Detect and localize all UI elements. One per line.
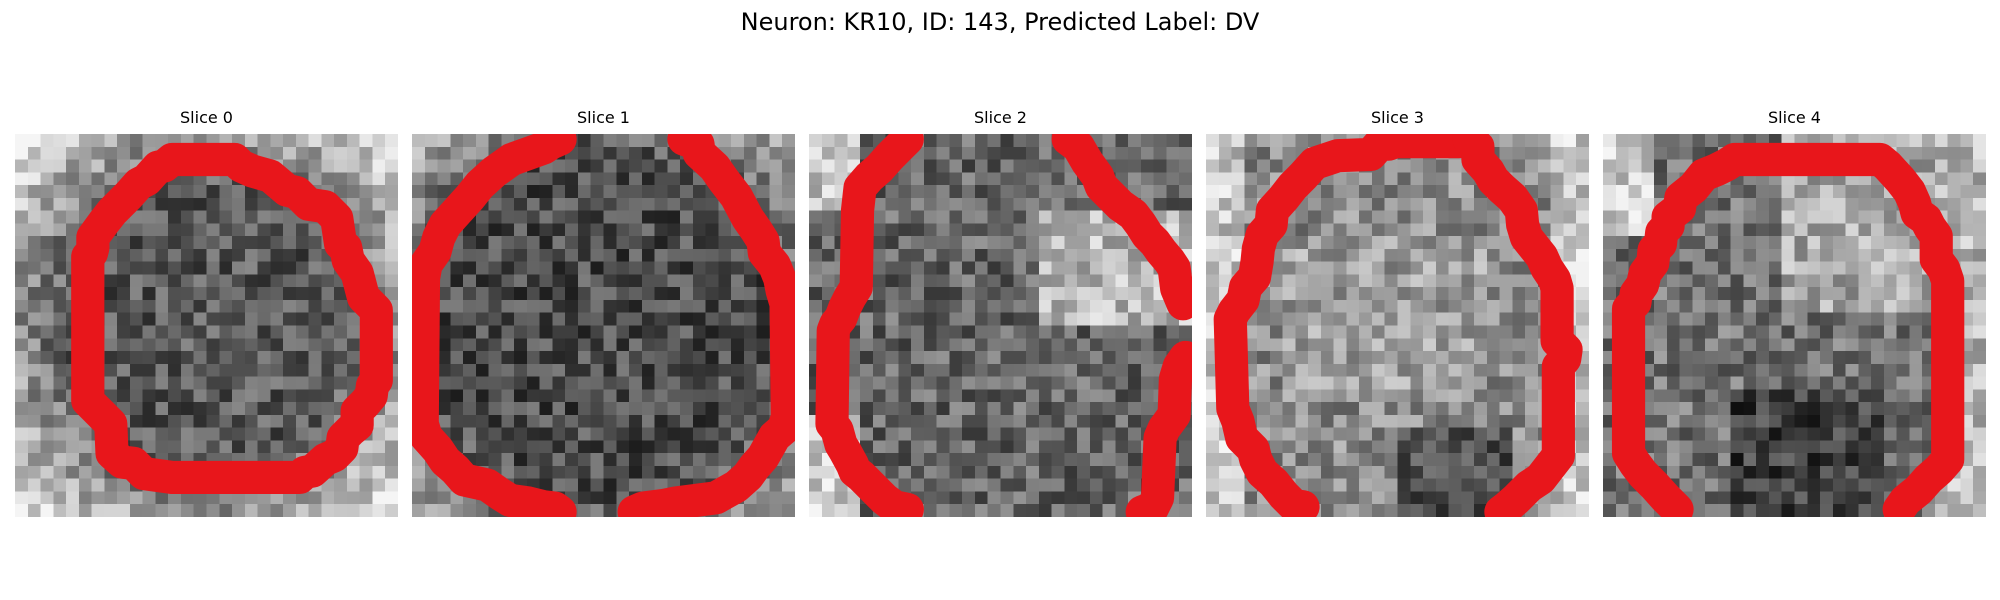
slice-panel-3: Slice 3 [1206,106,1589,517]
roi-contour-1 [412,134,577,517]
roi-contour-3 [1213,134,1482,517]
roi-contour-1b [617,134,795,517]
slice-panel-1: Slice 1 [412,106,795,517]
roi-contour-2b [1051,134,1192,321]
slice-title-3: Slice 3 [1371,108,1424,127]
slice-title-4: Slice 4 [1768,108,1821,127]
slice-image-0 [15,134,398,517]
roi-contour-2c [1125,340,1192,517]
slice-title-1: Slice 1 [577,108,630,127]
slice-panel-4: Slice 4 [1603,106,1986,517]
roi-contour-0 [71,142,393,495]
roi-contour-3b [1452,134,1583,517]
slice-panel-2: Slice 2 [809,106,1192,517]
slice-image-4 [1603,134,1986,517]
roi-contour-2 [815,134,924,517]
slice-image-2 [809,134,1192,517]
slice-title-2: Slice 2 [974,108,1027,127]
grayscale-tiles [15,134,398,517]
slice-title-0: Slice 0 [180,108,233,127]
slice-image-3 [1206,134,1589,517]
figure-title: Neuron: KR10, ID: 143, Predicted Label: … [740,8,1260,36]
slice-panel-0: Slice 0 [15,106,398,517]
roi-contour-4 [1611,142,1965,517]
slice-image-1 [412,134,795,517]
